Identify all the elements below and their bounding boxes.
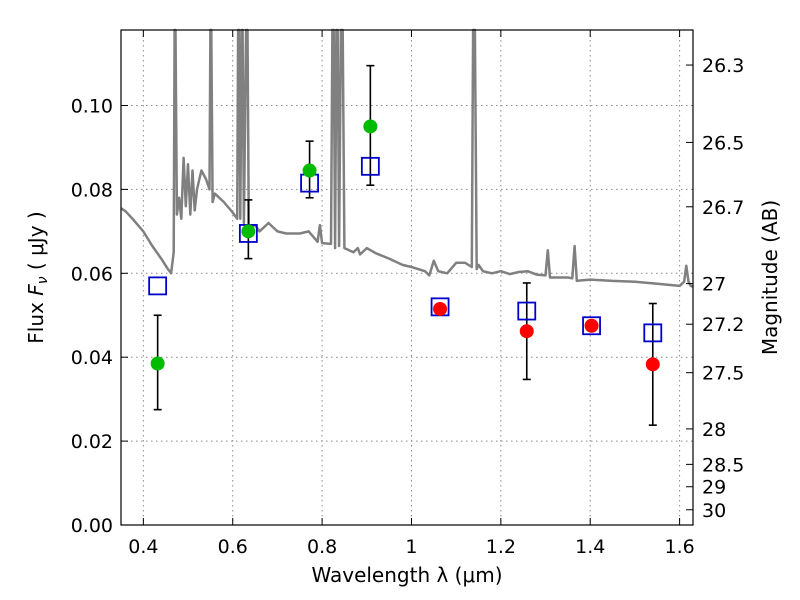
- right-tick-label: 29: [702, 477, 726, 499]
- right-tick-label: 27.2: [702, 314, 744, 336]
- spectrum-layer: [120, 28, 694, 288]
- y-axis-label: Flux Fν ( μJy ): [24, 211, 51, 343]
- x-tick-label: 1.4: [575, 536, 605, 558]
- upper-limit-point: [584, 318, 599, 333]
- axis-tick-labels: 0.4 0.6 0.8 1 1.2 1.4 1.6 0.00 0.02 0.04 0.06 0.08 0…: [71, 55, 745, 558]
- plot-frame: [120, 29, 694, 526]
- x-tick-label: 1.2: [486, 536, 516, 558]
- right-tick-label: 28.5: [702, 454, 744, 476]
- x-tick-label: 0.4: [128, 536, 158, 558]
- x-tick-label: 1: [405, 536, 417, 558]
- y-axis-label-subscript: ν: [35, 276, 51, 284]
- model-photometry-square: [582, 316, 601, 336]
- right-tick-label: 27: [702, 274, 726, 296]
- detection-point: [150, 356, 165, 371]
- y-tick-label: 0.06: [71, 263, 113, 285]
- y-axis-label-suffix: ( μJy ): [24, 211, 48, 276]
- detection-point: [302, 163, 317, 178]
- right-tick-label: 26.5: [702, 132, 744, 154]
- model-photometry-square: [643, 323, 663, 343]
- right-axis-label: Magnitude (AB): [758, 200, 782, 355]
- axis-ticks: [121, 30, 693, 526]
- model-photometry-square: [360, 156, 380, 176]
- y-tick-label: 0.00: [71, 515, 113, 537]
- y-axis-label-prefix: Flux: [24, 296, 48, 344]
- model-photometry-square: [148, 276, 168, 296]
- upper-limit-point: [519, 324, 534, 339]
- right-tick-label: 30: [702, 500, 726, 522]
- y-axis-label-symbol: F: [24, 284, 48, 296]
- detection-point: [241, 224, 256, 239]
- y-tick-label: 0.04: [71, 347, 113, 369]
- y-tick-label: 0.02: [71, 431, 113, 453]
- right-tick-label: 28: [702, 419, 726, 441]
- right-tick-label: 27.5: [702, 363, 744, 385]
- model-photometry-square: [517, 301, 537, 321]
- right-tick-label: 26.7: [702, 197, 744, 219]
- model-spectrum-line: [120, 28, 694, 288]
- right-tick-label: 26.3: [702, 55, 744, 77]
- upper-limit-point: [645, 357, 660, 372]
- y-tick-label: 0.10: [71, 96, 113, 118]
- marker-layer: [148, 119, 663, 372]
- errorbar-layer: [153, 64, 657, 426]
- x-tick-label: 0.8: [307, 536, 337, 558]
- detection-point: [363, 119, 378, 134]
- grid-lines: [121, 30, 693, 525]
- x-axis-label: Wavelength λ (μm): [311, 563, 502, 587]
- upper-limit-point: [433, 301, 448, 316]
- x-tick-label: 1.6: [664, 536, 694, 558]
- y-tick-label: 0.08: [71, 179, 113, 201]
- x-tick-label: 0.6: [218, 536, 248, 558]
